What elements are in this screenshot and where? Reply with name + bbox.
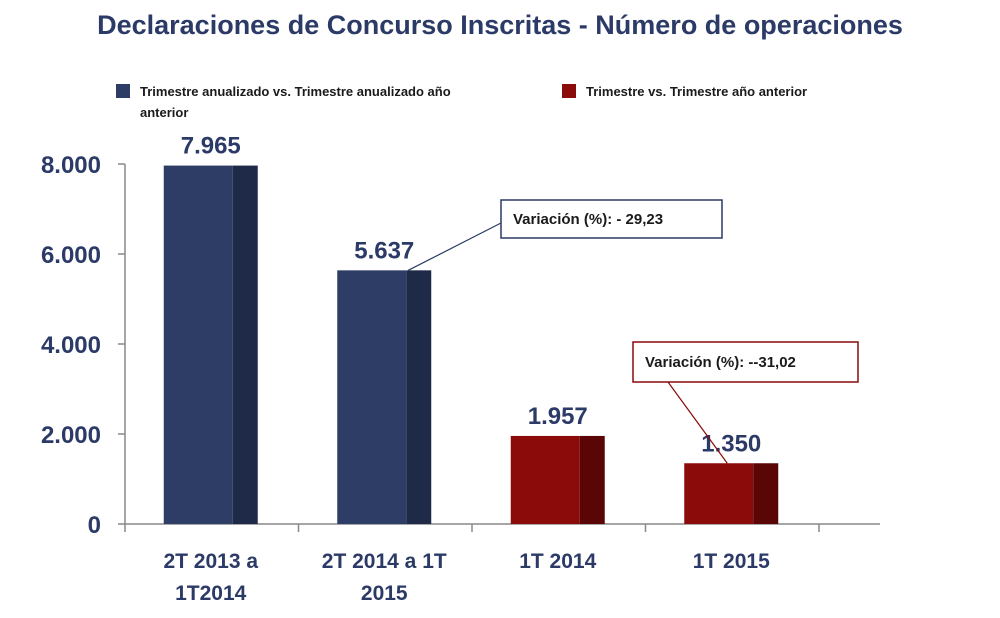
bar-side-shade	[406, 270, 431, 524]
x-tick-label: 2015	[361, 582, 408, 605]
bar-value-label: 1.957	[528, 403, 588, 430]
y-tick-label: 2.000	[41, 422, 101, 449]
x-tick-label: 2T 2014 a 1T	[322, 550, 447, 573]
callout-pointer	[408, 223, 501, 270]
x-tick-label: 1T 2015	[693, 550, 770, 573]
callout-text: Variación (%): - 29,23	[513, 211, 663, 228]
y-tick-label: 0	[88, 512, 101, 539]
bar	[684, 463, 753, 524]
callout-pointer	[668, 382, 727, 463]
bar	[164, 166, 233, 524]
legend-label: Trimestre vs. Trimestre año anterior	[586, 84, 807, 99]
bars: 7.965 5.637 1.957 1.350	[164, 133, 779, 524]
legend-label: Trimestre anualizado vs. Trimestre anual…	[140, 84, 451, 99]
bar-value-label: 1.350	[701, 430, 761, 457]
bar-side-shade	[753, 463, 778, 524]
x-tick-label: 2T 2013 a	[163, 550, 258, 573]
x-tick-label: 1T 2014	[519, 550, 596, 573]
legend-swatch	[116, 84, 130, 98]
bar-side-shade	[233, 166, 258, 524]
y-tick-label: 4.000	[41, 332, 101, 359]
legend-label: anterior	[140, 105, 188, 120]
bar	[337, 270, 406, 524]
bar-chart: Trimestre anualizado vs. Trimestre anual…	[0, 0, 1000, 618]
legend-swatch	[562, 84, 576, 98]
bar	[511, 436, 580, 524]
y-tick-label: 8.000	[41, 152, 101, 179]
callout-text: Variación (%): --31,02	[645, 354, 796, 371]
x-tick-label: 1T2014	[175, 582, 247, 605]
callouts: Variación (%): - 29,23 Variación (%): --3…	[408, 200, 858, 463]
y-tick-label: 6.000	[41, 242, 101, 269]
bar-value-label: 5.637	[354, 237, 414, 264]
bar-value-label: 7.965	[181, 133, 241, 160]
legend: Trimestre anualizado vs. Trimestre anual…	[116, 84, 807, 120]
bar-side-shade	[580, 436, 605, 524]
